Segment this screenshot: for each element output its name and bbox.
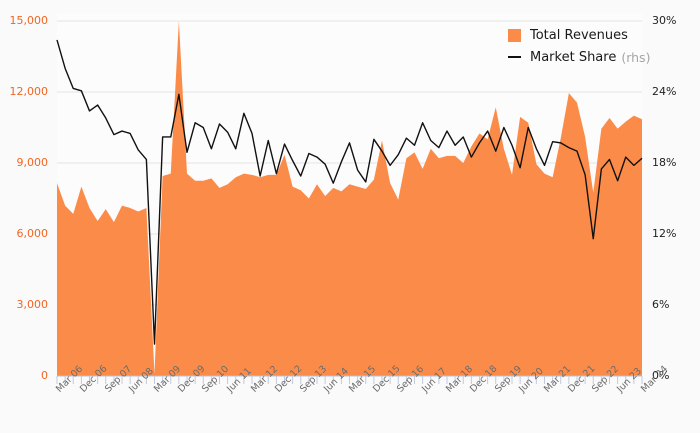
- y-axis-left-tick-label: 6,000: [16, 227, 49, 240]
- market-share-line-series: [56, 39, 643, 345]
- chart-legend: Total Revenues Market Share (rhs): [508, 24, 650, 68]
- legend-item-market-share[interactable]: Market Share (rhs): [508, 46, 650, 68]
- y-axis-right-tick-label: 6%: [652, 298, 670, 311]
- y-axis-left-tick-label: 15,000: [9, 14, 49, 27]
- y-axis-right-tick-label: 30%: [652, 14, 677, 27]
- y-axis-right-tick-label: 18%: [652, 156, 677, 169]
- y-axis-left-tick-label: 3,000: [16, 298, 49, 311]
- legend-label-market-share: Market Share: [530, 49, 617, 65]
- legend-label-rhs: (rhs): [621, 49, 651, 65]
- y-axis-left-tick-label: 12,000: [9, 85, 49, 98]
- y-axis-right-tick-label: 24%: [652, 85, 677, 98]
- y-axis-left-tick-label: 9,000: [16, 156, 49, 169]
- revenue-area-series: [57, 21, 642, 376]
- legend-item-total-revenues[interactable]: Total Revenues: [508, 24, 650, 46]
- legend-swatch-icon: [508, 28, 521, 42]
- y-axis-left-tick-label: 0: [41, 369, 48, 382]
- y-axis-right-tick-label: 0%: [652, 369, 670, 382]
- y-axis-right-tick-label: 12%: [652, 227, 677, 240]
- legend-line-icon: [508, 56, 521, 58]
- legend-label-total-revenues: Total Revenues: [530, 27, 628, 43]
